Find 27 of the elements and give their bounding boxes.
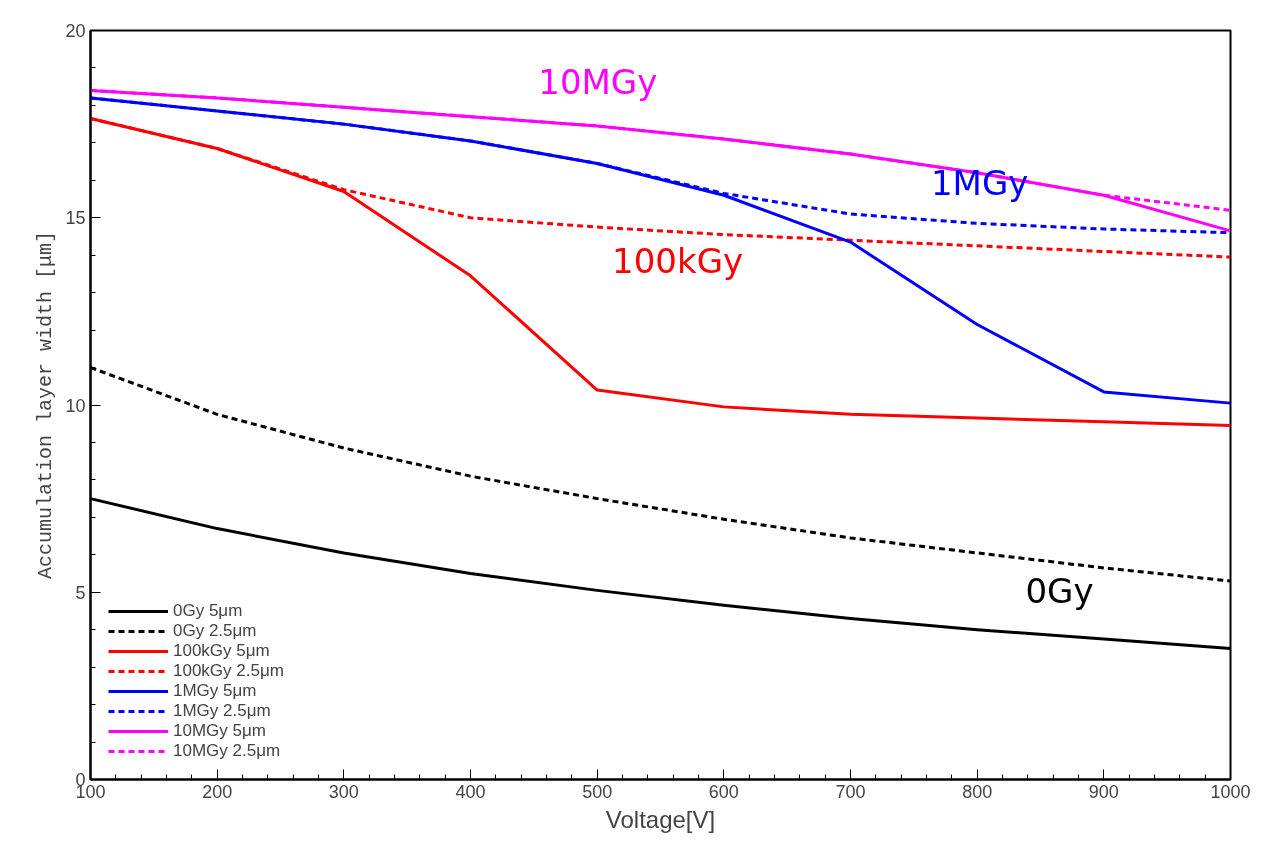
x-tick-label: 700 bbox=[835, 781, 866, 802]
x-tick-label: 1000 bbox=[1210, 781, 1251, 802]
legend-label: 0Gy 5μm bbox=[173, 601, 243, 621]
x-tick-label: 900 bbox=[1088, 781, 1119, 802]
legend-label: 100kGy 5μm bbox=[173, 641, 270, 661]
legend-label: 1MGy 2.5μm bbox=[173, 701, 271, 721]
legend-label: 10MGy 5μm bbox=[173, 721, 266, 741]
annotation: 1MGy bbox=[930, 162, 1029, 203]
legend-label: 1MGy 5μm bbox=[173, 681, 257, 701]
x-tick-label: 300 bbox=[328, 781, 359, 802]
x-axis-title: Voltage[V] bbox=[605, 805, 716, 833]
y-tick-label: 5 bbox=[75, 582, 86, 603]
y-tick-label: 10 bbox=[65, 395, 86, 416]
legend-label: 10MGy 2.5μm bbox=[173, 741, 281, 761]
x-tick-label: 800 bbox=[962, 781, 993, 802]
legend-label: 100kGy 2.5μm bbox=[173, 661, 284, 681]
y-tick-label: 20 bbox=[65, 21, 86, 41]
x-tick-label: 400 bbox=[455, 781, 486, 802]
x-tick-label: 200 bbox=[202, 781, 233, 802]
y-axis-title: Accumulation layer width [μm] bbox=[34, 230, 58, 580]
annotation: 100kGy bbox=[612, 241, 744, 282]
annotation: 0Gy bbox=[1025, 570, 1094, 611]
x-tick-label: 600 bbox=[708, 781, 739, 802]
x-tick-label: 500 bbox=[582, 781, 613, 802]
annotation: 10MGy bbox=[538, 61, 658, 102]
legend-label: 0Gy 2.5μm bbox=[173, 621, 257, 641]
y-tick-label: 15 bbox=[65, 208, 86, 229]
